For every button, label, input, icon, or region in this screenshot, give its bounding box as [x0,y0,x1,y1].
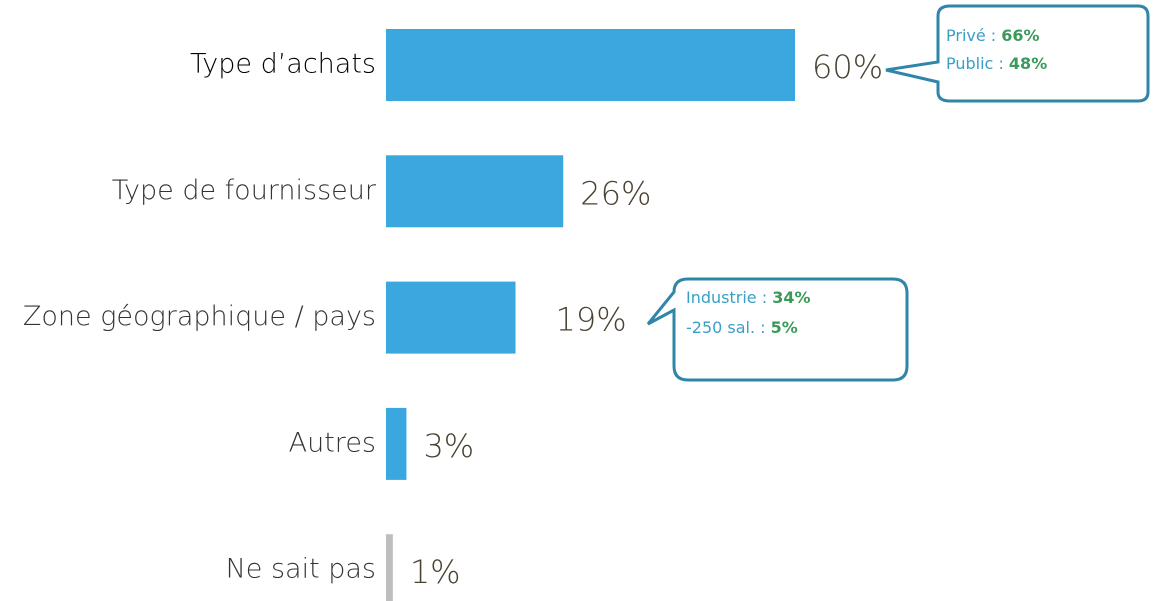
category-label: Zone géographique / pays [23,301,376,332]
callout-value: 66% [1001,26,1039,45]
callout-value: 5% [771,318,798,337]
callout-label: Public : [946,54,1004,73]
callout-text: Privé : 66% [946,26,1040,45]
category-label: Type d’achats [190,49,376,80]
callout-label: -250 sal. : [686,318,766,337]
value-label: 26% [580,174,651,212]
callout-box [646,277,909,382]
value-label: 1% [410,553,461,591]
callout-label: Privé : [946,26,996,45]
value-label: 19% [556,301,627,339]
callout-text: -250 sal. : 5% [686,318,798,337]
callout-value: 48% [1009,54,1047,73]
bar [386,534,393,601]
bar [386,407,407,480]
callout-text: Public : 48% [946,54,1047,73]
value-label: 3% [423,427,474,465]
bar [386,155,564,228]
callout-box [885,4,1150,103]
callout-label: Industrie : [686,288,767,307]
bar [386,29,795,101]
category-label: Type de fournisseur [112,175,377,206]
category-label: Autres [289,427,376,458]
callout-text: Industrie : 34% [686,288,811,307]
value-label: 60% [812,48,883,86]
category-label: Ne sait pas [226,554,376,585]
callout-value: 34% [772,288,810,307]
bar [386,281,516,354]
